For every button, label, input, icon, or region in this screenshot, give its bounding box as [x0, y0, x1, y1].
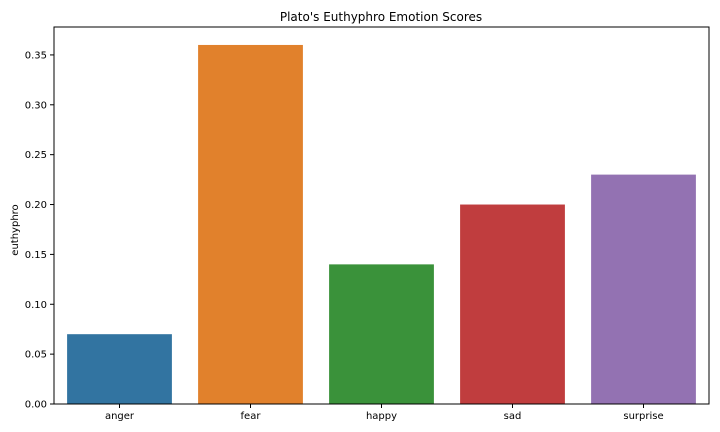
y-tick-label: 0.35	[25, 50, 47, 61]
y-tick-label: 0.15	[25, 250, 47, 261]
x-ticks-group: anger fear happy sad surprise	[105, 404, 664, 422]
bar-surprise	[591, 174, 696, 404]
x-tick-label: anger	[105, 411, 135, 422]
y-tick-label: 0.20	[25, 200, 47, 211]
x-tick-label: sad	[504, 411, 522, 422]
bars-group	[67, 44, 696, 404]
plot-frame	[53, 26, 710, 405]
y-tick-label: 0.00	[25, 400, 47, 411]
y-tick-label: 0.05	[25, 350, 47, 361]
y-tick-label: 0.30	[25, 100, 47, 111]
x-tick-label: happy	[366, 411, 397, 422]
bar-happy	[329, 264, 434, 404]
y-tick-label: 0.25	[25, 150, 47, 161]
bar-anger	[67, 334, 172, 404]
y-axis-label: euthyphro	[10, 204, 21, 255]
chart-title: Plato's Euthyphro Emotion Scores	[280, 10, 482, 24]
x-tick-label: fear	[241, 411, 262, 422]
bar-sad	[460, 204, 565, 404]
bar-fear	[198, 44, 303, 404]
y-ticks-group: 0.00 0.05 0.10 0.15 0.20 0.25 0.30 0.35	[25, 50, 54, 411]
y-tick-label: 0.10	[25, 300, 47, 311]
x-tick-label: surprise	[623, 411, 663, 422]
